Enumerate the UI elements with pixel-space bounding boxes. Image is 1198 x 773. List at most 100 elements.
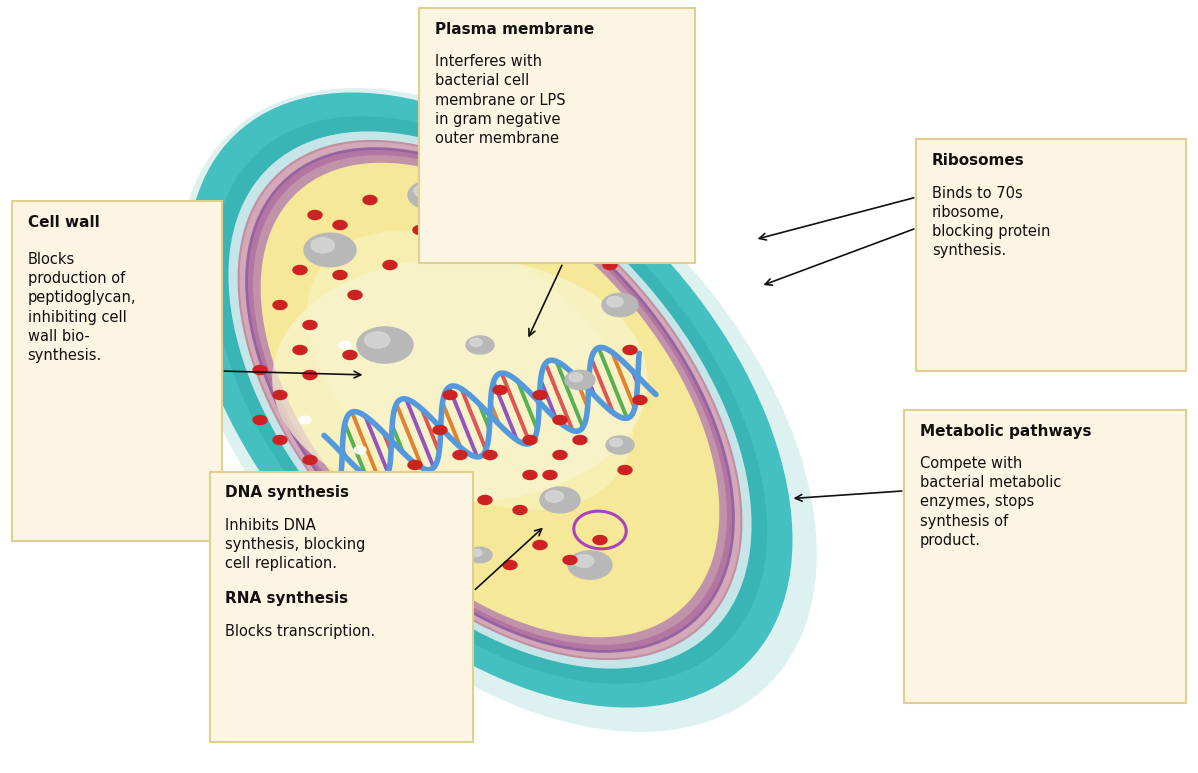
Circle shape <box>443 491 456 499</box>
Text: Cell wall: Cell wall <box>28 215 99 230</box>
Text: DNA synthesis: DNA synthesis <box>225 485 350 500</box>
Circle shape <box>273 435 288 444</box>
Circle shape <box>339 341 351 349</box>
Circle shape <box>607 297 623 307</box>
Circle shape <box>333 485 347 495</box>
Circle shape <box>313 536 327 544</box>
Ellipse shape <box>238 141 742 659</box>
Circle shape <box>363 196 377 205</box>
Circle shape <box>606 436 634 454</box>
Circle shape <box>603 294 639 317</box>
Circle shape <box>507 192 524 202</box>
Ellipse shape <box>244 148 686 622</box>
Circle shape <box>623 346 637 355</box>
Circle shape <box>468 547 492 563</box>
Text: Interferes with
bacterial cell
membrane or LPS
in gram negative
outer membrane: Interferes with bacterial cell membrane … <box>435 54 565 146</box>
Circle shape <box>303 455 317 465</box>
Circle shape <box>494 220 507 230</box>
Circle shape <box>415 185 434 197</box>
Circle shape <box>364 332 389 348</box>
Circle shape <box>471 550 482 557</box>
FancyBboxPatch shape <box>210 472 473 742</box>
Circle shape <box>273 516 288 525</box>
Circle shape <box>347 291 362 299</box>
Text: Compete with
bacterial metabolic
enzymes, stops
synthesis of
product.: Compete with bacterial metabolic enzymes… <box>920 456 1061 548</box>
Circle shape <box>565 370 595 390</box>
FancyBboxPatch shape <box>12 201 222 541</box>
Circle shape <box>443 390 456 400</box>
FancyBboxPatch shape <box>916 139 1186 371</box>
Circle shape <box>579 237 593 247</box>
Circle shape <box>304 233 356 267</box>
FancyBboxPatch shape <box>419 8 695 263</box>
Ellipse shape <box>180 88 817 732</box>
Circle shape <box>540 487 580 513</box>
Circle shape <box>453 451 467 459</box>
Circle shape <box>357 327 413 363</box>
Circle shape <box>303 321 317 329</box>
Circle shape <box>610 438 623 447</box>
Circle shape <box>513 506 527 515</box>
Circle shape <box>303 370 317 380</box>
Circle shape <box>633 396 647 404</box>
Circle shape <box>432 425 447 434</box>
Circle shape <box>478 495 492 505</box>
Circle shape <box>311 238 334 253</box>
Ellipse shape <box>261 163 719 637</box>
Text: Inhibits DNA
synthesis, blocking
cell replication.: Inhibits DNA synthesis, blocking cell re… <box>225 518 365 571</box>
Circle shape <box>273 301 288 309</box>
Circle shape <box>413 526 426 534</box>
Text: Plasma membrane: Plasma membrane <box>435 22 594 36</box>
Circle shape <box>413 226 426 234</box>
Circle shape <box>333 271 347 280</box>
Ellipse shape <box>188 93 793 707</box>
Circle shape <box>273 390 288 400</box>
Circle shape <box>353 526 367 534</box>
Circle shape <box>574 555 594 567</box>
Circle shape <box>563 556 577 564</box>
Circle shape <box>383 261 397 270</box>
Circle shape <box>308 210 322 220</box>
Text: Blocks transcription.: Blocks transcription. <box>225 624 375 638</box>
Text: Ribosomes: Ribosomes <box>932 153 1024 168</box>
Circle shape <box>453 206 467 215</box>
Circle shape <box>294 265 307 274</box>
Circle shape <box>503 560 518 570</box>
Circle shape <box>533 220 547 230</box>
Text: Blocks
production of
peptidoglycan,
inhibiting cell
wall bio-
synthesis.: Blocks production of peptidoglycan, inhi… <box>28 252 137 363</box>
Ellipse shape <box>307 230 634 510</box>
Circle shape <box>253 415 267 424</box>
Circle shape <box>294 346 307 355</box>
Ellipse shape <box>253 155 727 645</box>
Circle shape <box>553 451 567 459</box>
Text: Binds to 70s
ribosome,
blocking protein
synthesis.: Binds to 70s ribosome, blocking protein … <box>932 186 1051 258</box>
Text: RNA synthesis: RNA synthesis <box>225 591 349 606</box>
Text: Metabolic pathways: Metabolic pathways <box>920 424 1091 438</box>
Circle shape <box>393 527 407 536</box>
Circle shape <box>300 416 311 424</box>
Circle shape <box>593 536 607 544</box>
Circle shape <box>423 560 437 570</box>
Circle shape <box>543 471 557 479</box>
Circle shape <box>603 261 617 270</box>
Circle shape <box>409 461 422 469</box>
Circle shape <box>545 491 563 502</box>
Circle shape <box>569 373 582 382</box>
Circle shape <box>483 451 497 459</box>
Circle shape <box>343 350 357 359</box>
Ellipse shape <box>247 148 733 652</box>
Ellipse shape <box>229 131 751 669</box>
Circle shape <box>568 206 582 215</box>
Circle shape <box>253 366 267 374</box>
Circle shape <box>533 390 547 400</box>
Circle shape <box>494 386 507 394</box>
Circle shape <box>466 336 494 354</box>
Circle shape <box>573 435 587 444</box>
Circle shape <box>568 551 612 579</box>
Circle shape <box>453 570 467 580</box>
Circle shape <box>353 446 367 454</box>
Circle shape <box>288 556 302 564</box>
FancyBboxPatch shape <box>904 410 1186 703</box>
Circle shape <box>253 485 267 495</box>
Circle shape <box>502 189 538 212</box>
